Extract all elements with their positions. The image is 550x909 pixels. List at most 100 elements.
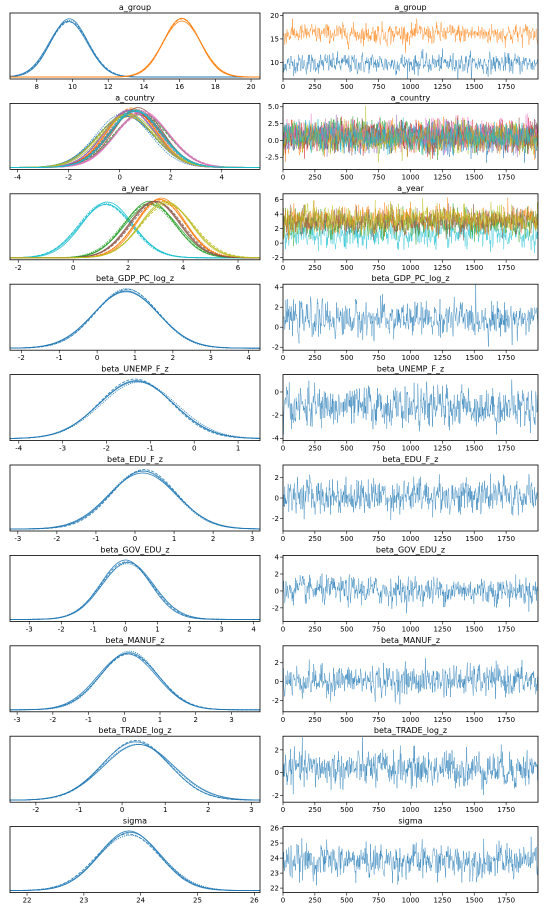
trace-0-title: a_group	[394, 3, 426, 12]
density-5-xtick-label-0: -3	[14, 535, 21, 543]
trace-6-frame	[282, 555, 539, 622]
trace-6-ytick-label-3: 4	[275, 553, 280, 561]
trace-9-xtick-label-0: 0	[281, 897, 285, 905]
density-9-xtick-label-3: 25	[193, 897, 202, 905]
density-1-density-line-0-1	[10, 115, 260, 168]
density-8-density-line-0-3	[10, 741, 260, 801]
density-8-plot-area	[10, 740, 260, 801]
trace-7-xtick-label-6: 1500	[465, 716, 483, 724]
trace-9-ytick-label-1: 23	[270, 870, 279, 878]
density-1-density-line-7-1	[10, 116, 260, 168]
trace-5-ytick-label-1: 0	[275, 494, 279, 502]
trace-1-axes: a_country -2.5 0.0 2.5 5.0 0 250 500 750 1000 1250…	[265, 93, 539, 181]
trace-6-xtick-label-5: 1250	[433, 625, 451, 633]
density-6-xtick-label-3: 0	[123, 625, 127, 633]
trace-0-trace-line-1	[283, 18, 538, 53]
density-5-density-line-0-0	[10, 472, 260, 530]
trace-0-xtick-label-5: 1250	[433, 83, 451, 91]
density-7-xtick-label-1: -2	[49, 716, 56, 724]
trace-9-trace-line-0	[283, 836, 538, 886]
density-3-xtick-label-4: 2	[171, 354, 175, 362]
trace-1-xtick-label-3: 750	[372, 173, 385, 181]
trace-3-xtick-label-5: 1250	[433, 354, 451, 362]
density-1-density-line-7-3	[10, 114, 260, 168]
density-1-density-line-8-2	[10, 111, 260, 168]
density-0-density-line-1-3	[10, 17, 260, 78]
density-6-xtick-label-4: 1	[155, 625, 159, 633]
density-1-density-line-5-0	[10, 110, 260, 168]
trace-9-ytick-label-2: 24	[270, 855, 279, 863]
density-0-xtick-label-4: 14	[139, 83, 148, 91]
trace-2-plot-area	[283, 197, 538, 254]
trace-9-xtick-label-4: 1000	[402, 897, 420, 905]
density-3-title: beta_GDP_PC_log_z	[96, 274, 174, 283]
density-4-plot-area	[10, 378, 260, 439]
density-9-density-line-0-0	[10, 831, 260, 892]
density-4-density-line-0-0	[10, 380, 260, 439]
density-0-density-line-0-1	[10, 21, 260, 78]
trace-9-plot-area	[283, 836, 538, 886]
trace-3-xtick-label-0: 0	[281, 354, 285, 362]
density-6-plot-area	[10, 559, 260, 620]
density-7-xtick-label-2: -1	[85, 716, 92, 724]
density-7-plot-area	[10, 650, 260, 711]
density-8-frame	[9, 735, 261, 803]
trace-3-xtick-label-2: 500	[340, 354, 353, 362]
density-6-density-line-0-1	[10, 561, 260, 620]
trace-0-ytick-label-2: 20	[270, 12, 279, 20]
trace-6-xtick-label-4: 1000	[402, 625, 420, 633]
density-6-xtick-label-7: 4	[251, 625, 256, 633]
density-9-density-line-0-2	[10, 834, 260, 892]
density-1-frame	[9, 103, 261, 170]
density-0-frame	[9, 12, 261, 80]
trace-2-xtick-label-5: 1250	[433, 264, 451, 272]
density-0-density-line-0-3	[10, 20, 260, 78]
trace-5-xtick-label-1: 250	[308, 535, 321, 543]
trace-2-xtick-label-0: 0	[281, 264, 285, 272]
density-6-density-line-0-0	[10, 561, 260, 620]
density-1-density-line-6-3	[10, 110, 260, 168]
trace-1-xtick-label-5: 1250	[433, 173, 451, 181]
trace-3-title: beta_GDP_PC_log_z	[371, 274, 449, 283]
density-1-axes: a_country -4 -2 0 2 4	[9, 93, 261, 181]
density-8-density-line-0-2	[10, 743, 260, 801]
trace-1-xtick-label-7: 1750	[497, 173, 515, 181]
trace-7-xtick-label-2: 500	[340, 716, 353, 724]
trace-2-trace-line-3	[283, 203, 538, 241]
density-7-density-line-0-1	[10, 653, 260, 711]
trace-3-xtick-label-7: 1750	[497, 354, 515, 362]
trace-8-ytick-label-2: 2	[275, 746, 279, 754]
trace-1-xtick-label-0: 0	[281, 173, 285, 181]
density-8-xtick-label-5: 3	[249, 806, 253, 814]
density-1-xtick-label-1: -2	[65, 173, 72, 181]
trace-3-plot-area	[283, 284, 538, 347]
trace-8-xtick-label-7: 1750	[497, 806, 515, 814]
trace-3-ytick-label-3: 4	[275, 284, 280, 292]
density-6-xtick-label-1: -2	[58, 625, 65, 633]
trace-4-xtick-label-5: 1250	[433, 445, 451, 453]
density-1-density-line-2-3	[10, 112, 260, 168]
trace-6-axes: beta_GOV_EDU_z -2 0 2 4 0 250 500 750 1000 1250 150…	[272, 545, 539, 633]
trace-4-title: beta_UNEMP_F_z	[377, 365, 444, 374]
trace-0-xtick-label-4: 1000	[402, 83, 420, 91]
trace-7-trace-line-0	[283, 658, 538, 705]
trace-7-xtick-label-3: 750	[372, 716, 385, 724]
trace-7-axes: beta_MANUF_z -2 0 2 0 250 500 750 1000 1250 1500 17…	[272, 636, 539, 724]
trace-6-ytick-label-2: 2	[275, 570, 279, 578]
density-5-xtick-label-1: -2	[53, 535, 60, 543]
trace-4-xtick-label-6: 1500	[465, 445, 483, 453]
trace-7-xtick-label-0: 0	[281, 716, 285, 724]
density-0-xtick-label-3: 12	[104, 83, 113, 91]
density-9-xtick-label-0: 22	[23, 897, 32, 905]
trace-3-ytick-label-2: 2	[275, 304, 279, 312]
trace-2-xtick-label-4: 1000	[402, 264, 420, 272]
trace-2-xtick-label-1: 250	[308, 264, 321, 272]
density-4-xtick-label-0: -4	[15, 445, 23, 453]
density-1-xtick-label-4: 4	[220, 173, 225, 181]
trace-8-ytick-label-0: -2	[272, 792, 279, 800]
trace-2-ytick-label-1: 0	[275, 240, 279, 248]
density-4-xtick-label-1: -3	[59, 445, 66, 453]
trace-3-xtick-label-1: 250	[308, 354, 321, 362]
trace-5-axes: beta_EDU_F_z -2 0 2 0 250 500 750 1000 1250 1500 17…	[272, 455, 539, 543]
